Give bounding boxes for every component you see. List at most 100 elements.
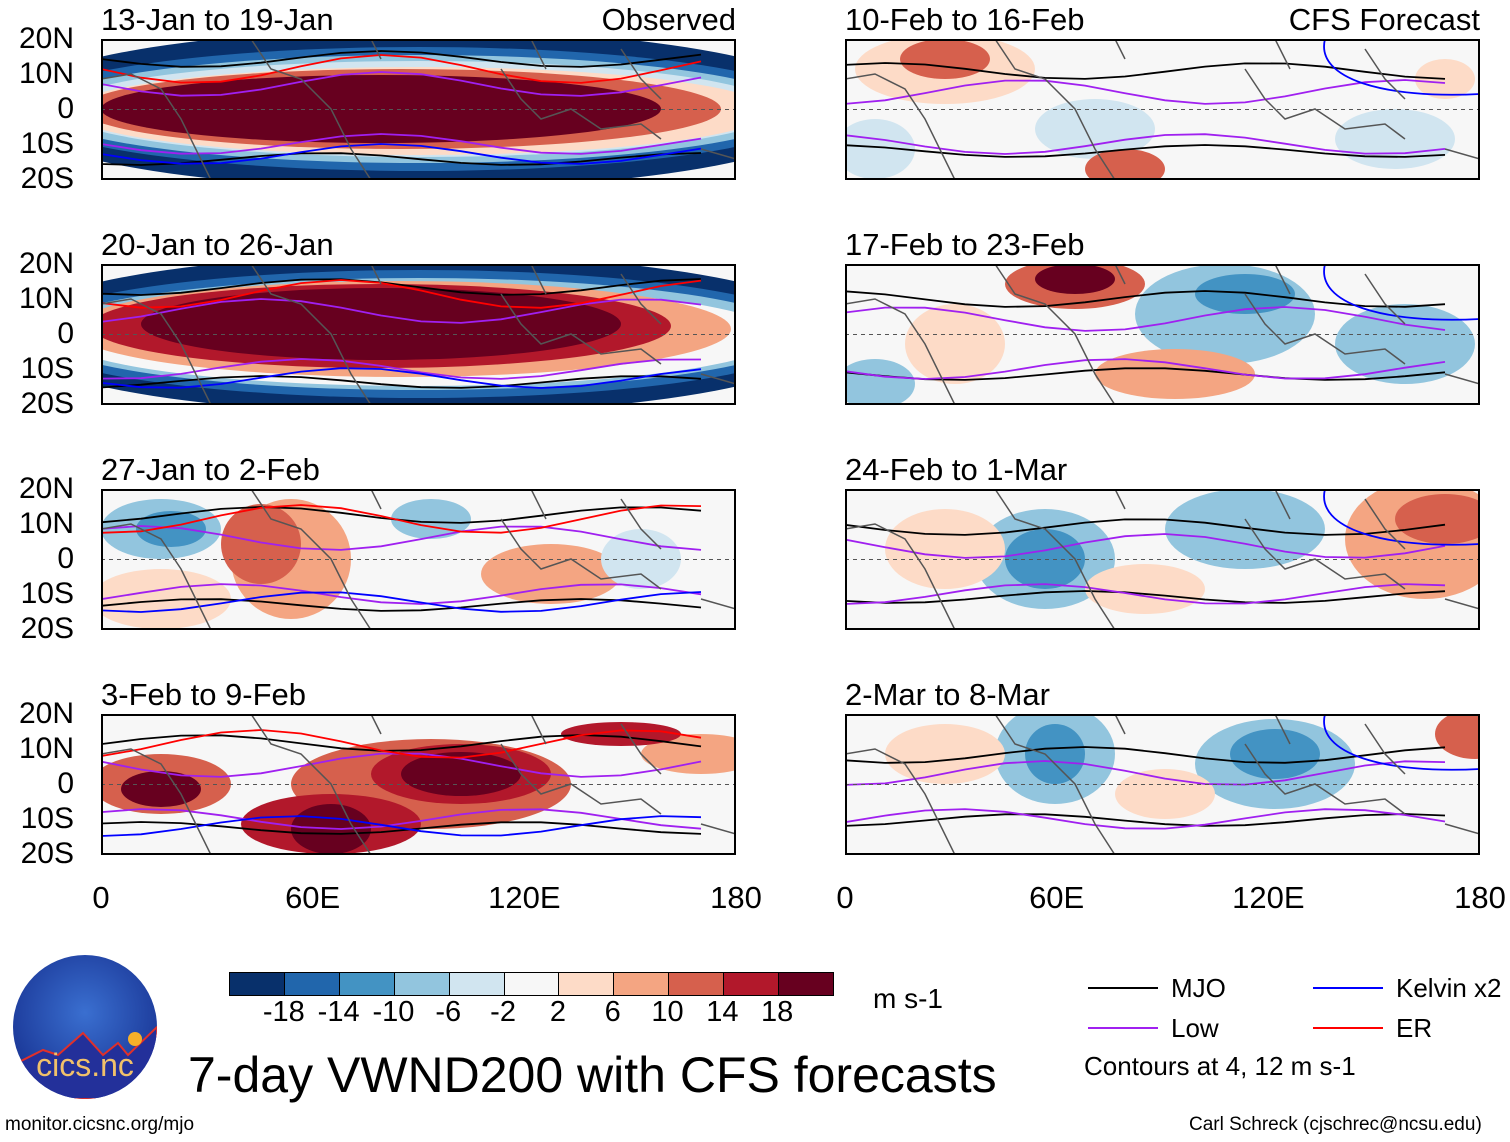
lat-tick-label: 10N [18, 507, 74, 540]
coastline [101, 264, 736, 405]
panel-title: 13-Jan to 19-Jan [101, 2, 334, 37]
contour-line [101, 729, 702, 759]
map-panel [845, 39, 1480, 180]
lat-tick-label: 20N [18, 247, 74, 280]
shading-region [1035, 99, 1155, 159]
shading-region [885, 724, 1005, 784]
contour-line [101, 808, 702, 830]
panel-title: 27-Jan to 2-Feb [101, 452, 320, 487]
panel-title: 10-Feb to 16-Feb [845, 2, 1085, 37]
colorbar-swatch [504, 973, 560, 995]
contour-line [101, 375, 702, 389]
lat-tick-label: 0 [57, 92, 74, 125]
colorbar-tick-label: 14 [706, 996, 739, 1028]
lat-tick-label: 0 [57, 542, 74, 575]
coastline [101, 39, 736, 180]
panel-title: 24-Feb to 1-Mar [845, 452, 1068, 487]
shading-region [885, 509, 1005, 589]
contour-line [1323, 264, 1480, 321]
lat-tick-label: 10S [20, 127, 74, 160]
contour-line [845, 306, 1446, 332]
lat-tick-label: 20S [20, 387, 74, 420]
contour-line [845, 133, 1446, 155]
shading-region [221, 504, 301, 584]
contour-line [101, 821, 702, 835]
contour-line [845, 518, 1446, 536]
colorbar-swatch [284, 973, 340, 995]
contour-line [101, 583, 702, 605]
contour-line [101, 152, 702, 166]
coastline [101, 489, 736, 630]
shading-region [1415, 59, 1475, 99]
shading-region [1035, 264, 1115, 294]
shading-region [1230, 729, 1320, 779]
colorbar-swatch [394, 973, 450, 995]
legend-line [1088, 987, 1158, 989]
contour-line [845, 62, 1446, 80]
contour-line [101, 506, 702, 524]
lon-tick-label: 60E [285, 880, 341, 915]
shading-region [481, 544, 621, 604]
lat-tick-label: 20N [18, 472, 74, 505]
contour-line [101, 367, 702, 389]
contour-line [101, 71, 702, 97]
shading-region [1165, 489, 1325, 569]
lat-tick-label: 20N [18, 22, 74, 55]
panel-frame [101, 264, 736, 405]
colorbar-tick-label: -2 [490, 996, 516, 1028]
lat-tick-label: 20S [20, 837, 74, 870]
legend-label: ER [1396, 1013, 1433, 1043]
lon-tick-label: 60E [1029, 880, 1085, 915]
colorbar [229, 972, 834, 996]
lon-tick-label: 0 [92, 880, 110, 915]
map-panel [101, 39, 736, 180]
colorbar-tick-label: -18 [262, 996, 305, 1028]
shading-region [900, 39, 990, 79]
contour-line [845, 290, 1446, 308]
colorbar-tick-label: -6 [435, 996, 462, 1028]
shading-region [845, 359, 915, 405]
colorbar-tick-label: -10 [372, 996, 415, 1028]
contour-line [1323, 489, 1480, 546]
contour-line [845, 813, 1446, 827]
logo-text: cics.nc [36, 1047, 134, 1083]
shading-region [845, 119, 915, 179]
colorbar-tick-label: 2 [549, 996, 566, 1028]
lat-tick-label: 10S [20, 577, 74, 610]
contour-line [101, 133, 702, 155]
contour-line [1323, 714, 1480, 771]
shading-region [1335, 109, 1455, 169]
lon-tick-label: 180 [710, 880, 762, 915]
contour-line [845, 808, 1446, 830]
coastline [845, 264, 1480, 405]
contour-line [845, 79, 1446, 105]
mountain-icon [13, 1025, 157, 1099]
colorbar-tick-label: 10 [651, 996, 684, 1028]
colorbar-swatch [230, 973, 285, 995]
shading-region [1025, 724, 1085, 784]
lon-tick-label: 120E [488, 880, 561, 915]
panel-title: 17-Feb to 23-Feb [845, 227, 1085, 262]
coastline [845, 489, 1480, 630]
lat-tick-label: 20S [20, 612, 74, 645]
panel-frame [845, 264, 1480, 405]
credit-text: Carl Schreck (cjschrec@ncsu.edu) [1189, 1114, 1482, 1135]
colorbar-swatch [559, 973, 615, 995]
shading-region [641, 734, 736, 774]
contour-line [101, 598, 702, 612]
shading-region [561, 722, 681, 746]
colorbar-swatch [724, 973, 780, 995]
contour-line [845, 760, 1446, 786]
lat-tick-label: 10N [18, 732, 74, 765]
lat-tick-label: 0 [57, 317, 74, 350]
legend-line [1313, 1027, 1383, 1029]
legend-label: MJO [1171, 973, 1226, 1003]
map-panel [101, 489, 736, 630]
shading-region [905, 304, 1005, 384]
legend-label: Low [1171, 1013, 1219, 1043]
contour-line [101, 298, 702, 324]
shading-region [136, 511, 206, 547]
panel-frame [845, 714, 1480, 855]
map-panel [101, 714, 736, 855]
lon-tick-label: 0 [836, 880, 854, 915]
